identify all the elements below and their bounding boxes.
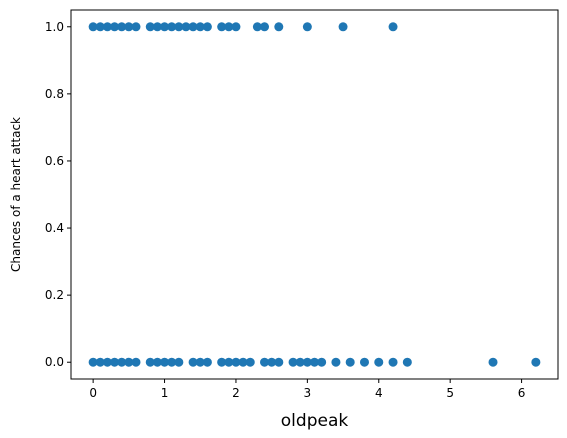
- x-tick-label: 0: [89, 386, 97, 400]
- data-point: [181, 22, 191, 32]
- x-axis-label: oldpeak: [281, 411, 349, 431]
- data-point: [338, 22, 348, 32]
- data-point: [102, 357, 112, 367]
- y-tick-label: 1.0: [45, 20, 64, 34]
- data-point: [167, 22, 177, 32]
- data-point: [152, 357, 162, 367]
- data-point: [174, 357, 184, 367]
- data-point: [267, 357, 277, 367]
- data-point: [188, 357, 198, 367]
- data-point: [388, 22, 398, 32]
- data-point: [359, 357, 369, 367]
- data-point: [124, 22, 134, 32]
- data-point: [202, 22, 212, 32]
- data-point: [195, 357, 205, 367]
- axes-layer: 0 1 2 3 4 5 6 0.0 0.2 0.4 0.6 0.8 1.0: [45, 9, 559, 400]
- data-point: [260, 357, 270, 367]
- data-point: [145, 22, 155, 32]
- data-point: [288, 357, 298, 367]
- x-tick-label: 6: [518, 386, 526, 400]
- y-tick-label: 0.4: [45, 221, 64, 235]
- data-point: [202, 357, 212, 367]
- x-tick-label: 5: [446, 386, 454, 400]
- data-point: [310, 357, 319, 367]
- data-point: [331, 357, 341, 367]
- y-axis-label: Chances of a heart attack: [9, 117, 23, 272]
- x-tick-label: 3: [304, 386, 312, 400]
- data-point: [317, 357, 327, 367]
- data-point: [388, 357, 398, 367]
- data-point: [345, 357, 355, 367]
- y-tick-label: 0.2: [45, 288, 64, 302]
- data-point: [117, 22, 127, 32]
- data-point: [531, 357, 541, 367]
- data-point: [131, 357, 141, 367]
- data-point: [124, 357, 134, 367]
- data-point: [231, 22, 241, 32]
- data-point: [402, 357, 412, 367]
- data-point: [295, 357, 305, 367]
- y-tick-label: 0.6: [45, 154, 64, 168]
- data-point: [131, 22, 141, 32]
- data-point: [217, 357, 227, 367]
- data-point: [238, 357, 248, 367]
- data-point: [260, 22, 270, 32]
- data-point: [274, 22, 284, 32]
- data-point: [217, 22, 227, 32]
- data-point: [174, 22, 184, 32]
- data-point: [110, 22, 120, 32]
- data-point: [160, 357, 170, 367]
- y-tick-label: 0.8: [45, 87, 64, 101]
- data-point: [167, 357, 177, 367]
- data-point: [102, 22, 112, 32]
- data-point: [160, 22, 170, 32]
- data-point: [224, 22, 234, 32]
- data-point: [245, 357, 255, 367]
- data-point: [231, 357, 241, 367]
- data-point: [274, 357, 284, 367]
- data-point: [224, 357, 234, 367]
- data-point: [117, 357, 127, 367]
- data-point: [302, 357, 312, 367]
- data-point: [252, 22, 262, 32]
- data-point: [110, 357, 120, 367]
- data-point: [374, 357, 384, 367]
- plot-frame: [70, 9, 559, 380]
- data-point: [488, 357, 498, 367]
- data-point: [88, 22, 98, 32]
- data-point: [302, 22, 312, 32]
- data-point: [152, 22, 162, 32]
- data-point: [95, 357, 105, 367]
- x-tick-label: 4: [375, 386, 383, 400]
- data-point: [195, 22, 205, 32]
- points-layer: [88, 22, 541, 367]
- data-point: [145, 357, 155, 367]
- data-point: [95, 22, 105, 32]
- y-tick-label: 0.0: [45, 355, 64, 369]
- x-tick-label: 1: [161, 386, 169, 400]
- data-point: [88, 357, 98, 367]
- data-point: [188, 22, 198, 32]
- x-tick-label: 2: [232, 386, 240, 400]
